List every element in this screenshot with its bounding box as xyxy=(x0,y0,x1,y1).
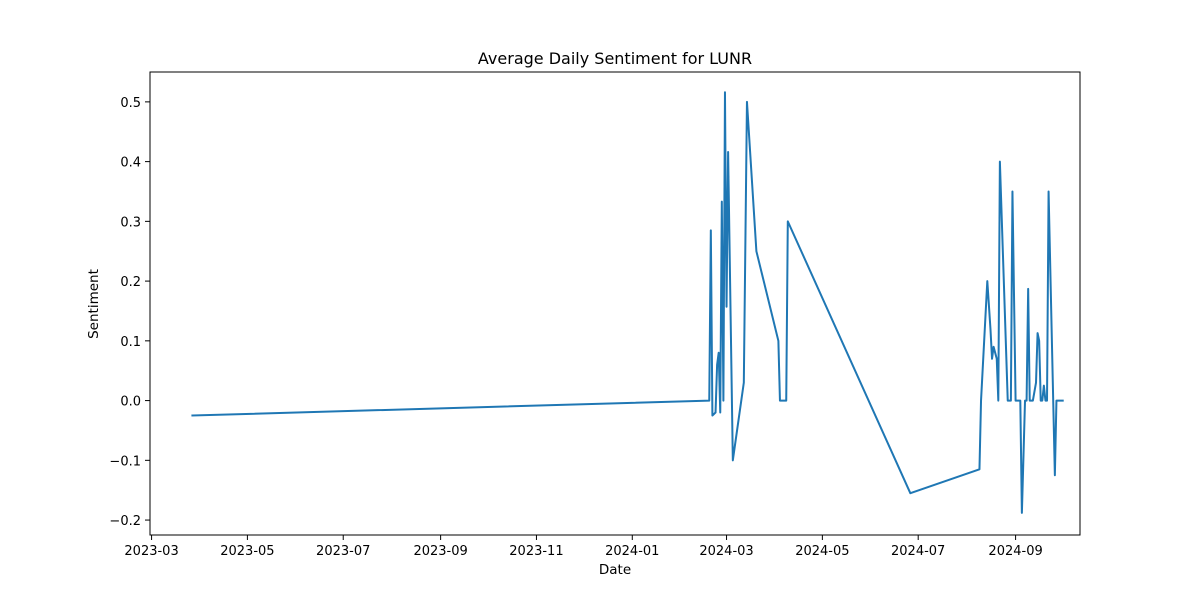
x-tick-label: 2024-05 xyxy=(795,544,849,559)
x-axis: 2023-03 2023-05 2023-07 2023-09 2023-11 2024-… xyxy=(124,535,1043,559)
chart-title: Average Daily Sentiment for LUNR xyxy=(478,49,752,68)
x-tick-label: 2024-07 xyxy=(891,544,945,559)
y-tick-label: −0.2 xyxy=(109,514,141,529)
x-tick-label: 2024-09 xyxy=(988,544,1042,559)
y-tick-label: 0.3 xyxy=(120,215,141,230)
x-tick-label: 2023-05 xyxy=(220,544,274,559)
y-tick-label: 0.2 xyxy=(120,275,141,290)
series-line-0 xyxy=(191,91,1064,514)
x-tick-label: 2023-11 xyxy=(509,544,563,559)
y-axis: −0.2 −0.1 0.0 0.1 0.2 0.3 0.4 0.5 xyxy=(109,96,150,529)
x-tick-label: 2023-03 xyxy=(124,544,178,559)
x-axis-label: Date xyxy=(599,562,631,578)
y-axis-label: Sentiment xyxy=(86,269,102,339)
y-tick-label: 0.0 xyxy=(120,395,141,410)
x-tick-label: 2023-09 xyxy=(413,544,467,559)
x-tick-label: 2023-07 xyxy=(316,544,370,559)
x-tick-label: 2024-01 xyxy=(605,544,659,559)
y-tick-label: 0.4 xyxy=(120,156,141,171)
y-tick-label: 0.5 xyxy=(120,96,141,111)
plot-area xyxy=(191,91,1064,514)
axes-frame xyxy=(149,71,1081,536)
y-tick-label: 0.1 xyxy=(120,335,141,350)
y-tick-label: −0.1 xyxy=(109,454,141,469)
x-tick-label: 2024-03 xyxy=(699,544,753,559)
